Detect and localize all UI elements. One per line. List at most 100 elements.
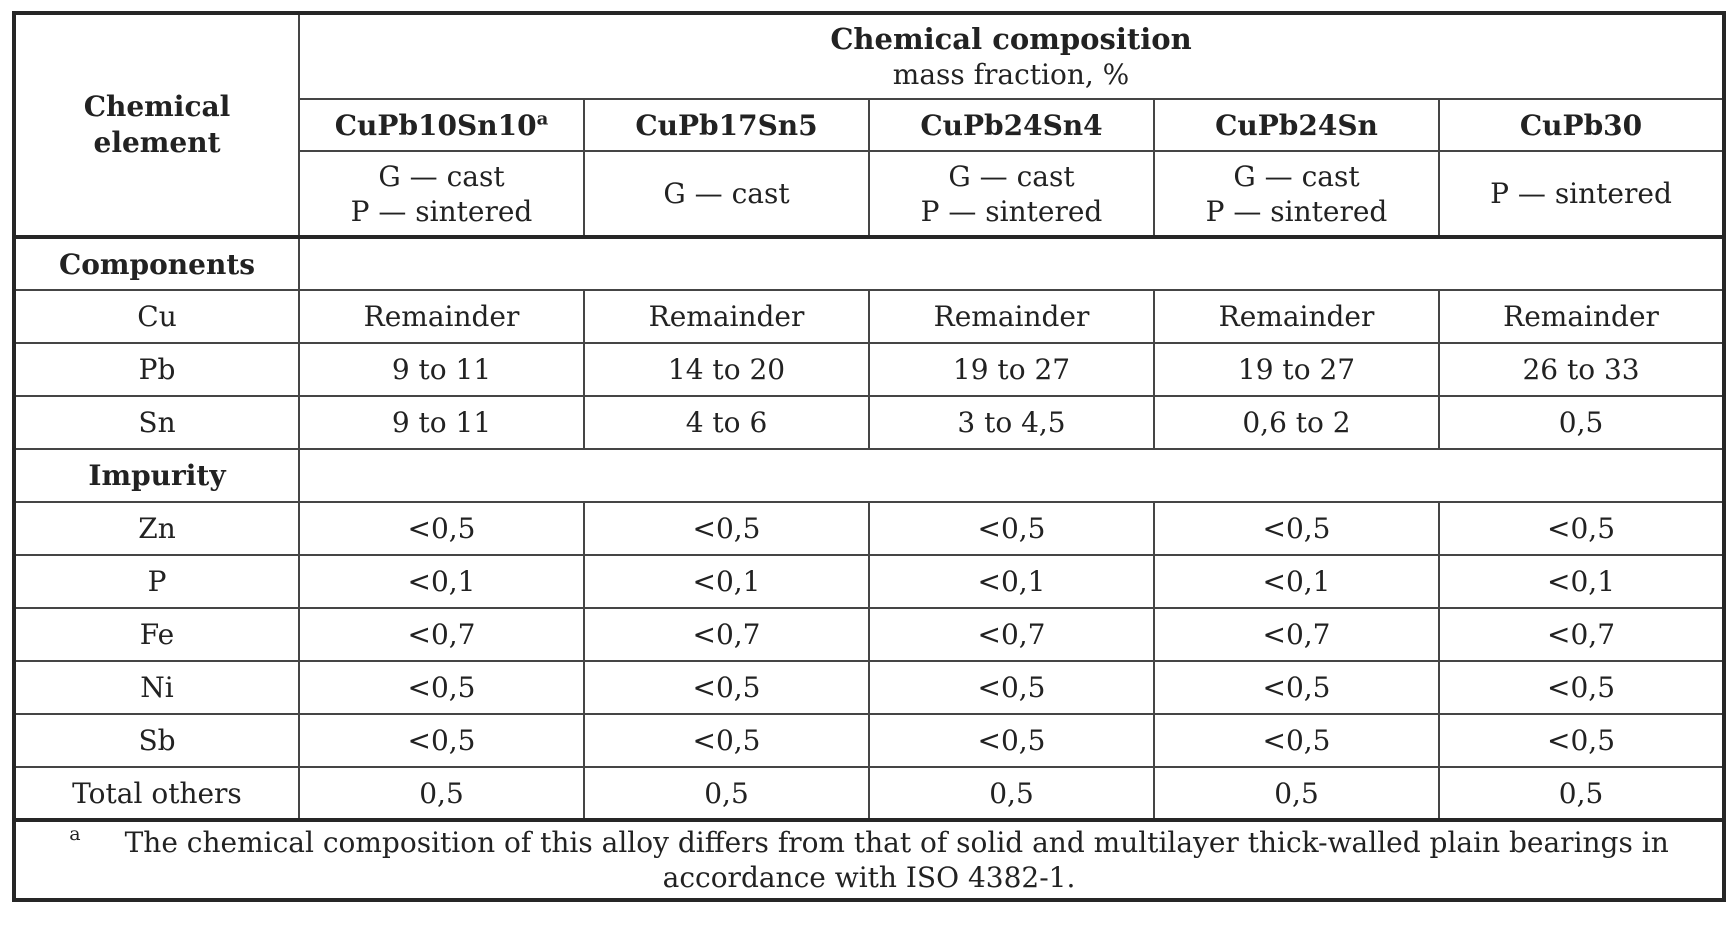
value-cell: 0,5 (868, 766, 1155, 821)
table-row-pb: Pb 9 to 11 14 to 20 19 to 27 19 to 27 26… (13, 342, 1726, 397)
table-row-total-others: Total others 0,5 0,5 0,5 0,5 0,5 (13, 766, 1726, 821)
alloy-form-line: P — sintered (1490, 177, 1672, 210)
section-row-components: Components (13, 235, 1726, 291)
value-cell: <0,5 (298, 501, 585, 556)
value-cell: Remainder (868, 289, 1155, 344)
value-cell: <0,7 (583, 607, 870, 662)
element-cell: Sn (13, 395, 300, 450)
value-cell: <0,5 (298, 660, 585, 715)
value-cell: <0,5 (1437, 501, 1726, 556)
value-cell: <0,7 (298, 607, 585, 662)
chemical-element-header: Chemical element (13, 12, 300, 238)
table-row-sb: Sb <0,5 <0,5 <0,5 <0,5 <0,5 (13, 713, 1726, 768)
section-empty-cell (297, 235, 1726, 291)
alloy-name: CuPb17Sn5 (635, 108, 818, 142)
section-row-impurity: Impurity (13, 448, 1726, 503)
value-cell: <0,5 (868, 713, 1155, 768)
value-cell: <0,5 (868, 501, 1155, 556)
value-cell: <0,5 (1437, 713, 1726, 768)
table-row-cu: Cu Remainder Remainder Remainder Remaind… (13, 289, 1726, 344)
value-cell: 9 to 11 (298, 342, 585, 397)
value-cell: 0,5 (1153, 766, 1440, 821)
chemical-composition-table: Chemical element Chemical composition ma… (12, 11, 1727, 902)
alloy-header-cupb24sn4: CuPb24Sn4 (868, 98, 1155, 152)
alloy-form-line: G — cast (948, 159, 1075, 193)
chemical-element-label: Chemical element (83, 89, 231, 159)
value-cell: 4 to 6 (583, 395, 870, 450)
section-title: Components (13, 235, 300, 291)
alloy-form-cell: G — cast P — sintered (1153, 150, 1440, 238)
value-cell: <0,1 (868, 554, 1155, 609)
value-cell: Remainder (583, 289, 870, 344)
value-cell: 3 to 4,5 (868, 395, 1155, 450)
value-cell: <0,5 (1153, 660, 1440, 715)
section-empty-cell (297, 448, 1726, 503)
element-cell: Total others (13, 766, 300, 821)
alloy-form-line: P — sintered (350, 194, 533, 228)
section-title: Impurity (13, 448, 300, 503)
alloy-name: CuPb30 (1519, 108, 1643, 142)
value-cell: <0,5 (583, 501, 870, 556)
alloy-form-cell: P — sintered (1437, 150, 1726, 238)
value-cell: <0,5 (1153, 501, 1440, 556)
alloy-header-cupb10sn10: CuPb10Sn10a (298, 98, 585, 152)
element-cell: P (13, 554, 300, 609)
value-cell: <0,5 (583, 660, 870, 715)
table-row-fe: Fe <0,7 <0,7 <0,7 <0,7 <0,7 (13, 607, 1726, 662)
element-cell: Zn (13, 501, 300, 556)
composition-header: Chemical composition mass fraction, % (297, 12, 1726, 100)
value-cell: 26 to 33 (1437, 342, 1726, 397)
value-cell: 0,5 (298, 766, 585, 821)
composition-title: Chemical composition (830, 21, 1192, 56)
value-cell: <0,5 (298, 713, 585, 768)
value-cell: <0,7 (1153, 607, 1440, 662)
alloy-form-line: P — sintered (1205, 194, 1388, 228)
alloy-header-cupb24sn: CuPb24Sn (1153, 98, 1440, 152)
value-cell: 19 to 27 (868, 342, 1155, 397)
alloy-header-cupb17sn5: CuPb17Sn5 (583, 98, 870, 152)
value-cell: Remainder (298, 289, 585, 344)
value-cell: Remainder (1437, 289, 1726, 344)
alloy-header-cupb30: CuPb30 (1437, 98, 1726, 152)
alloy-name: CuPb24Sn4 (920, 108, 1103, 142)
table-row-zn: Zn <0,5 <0,5 <0,5 <0,5 <0,5 (13, 501, 1726, 556)
value-cell: 14 to 20 (583, 342, 870, 397)
element-cell: Sb (13, 713, 300, 768)
value-cell: <0,5 (868, 660, 1155, 715)
value-cell: <0,5 (583, 713, 870, 768)
value-cell: <0,1 (1153, 554, 1440, 609)
value-cell: 0,6 to 2 (1153, 395, 1440, 450)
alloy-form-line: G — cast (1233, 159, 1360, 193)
element-cell: Cu (13, 289, 300, 344)
value-cell: 0,5 (1437, 766, 1726, 821)
element-cell: Ni (13, 660, 300, 715)
alloy-form-cell: G — cast (583, 150, 870, 238)
composition-subtitle: mass fraction, % (892, 58, 1130, 92)
alloy-name: CuPb10Sn10 (334, 108, 537, 142)
value-cell: <0,7 (1437, 607, 1726, 662)
value-cell: <0,5 (1153, 713, 1440, 768)
value-cell: <0,1 (1437, 554, 1726, 609)
alloy-form-line: G — cast (378, 159, 505, 193)
table-row-sn: Sn 9 to 11 4 to 6 3 to 4,5 0,6 to 2 0,5 (13, 395, 1726, 450)
value-cell: 19 to 27 (1153, 342, 1440, 397)
value-cell: 0,5 (1437, 395, 1726, 450)
value-cell: 9 to 11 (298, 395, 585, 450)
alloy-form-cell: G — cast P — sintered (868, 150, 1155, 238)
value-cell: <0,7 (868, 607, 1155, 662)
table-row-p: P <0,1 <0,1 <0,1 <0,1 <0,1 (13, 554, 1726, 609)
value-cell: <0,5 (1437, 660, 1726, 715)
alloy-form-line: G — cast (663, 177, 790, 210)
value-cell: 0,5 (583, 766, 870, 821)
footnote: a The chemical composition of this alloy … (12, 818, 1726, 901)
alloy-form-cell: G — cast P — sintered (298, 150, 585, 238)
value-cell: <0,1 (583, 554, 870, 609)
value-cell: Remainder (1153, 289, 1440, 344)
value-cell: <0,1 (298, 554, 585, 609)
footnote-text: The chemical composition of this alloy d… (124, 826, 1669, 894)
element-cell: Fe (13, 607, 300, 662)
element-cell: Pb (13, 342, 300, 397)
alloy-name: CuPb24Sn (1215, 108, 1378, 142)
footnote-row: a The chemical composition of this alloy … (12, 818, 1726, 901)
